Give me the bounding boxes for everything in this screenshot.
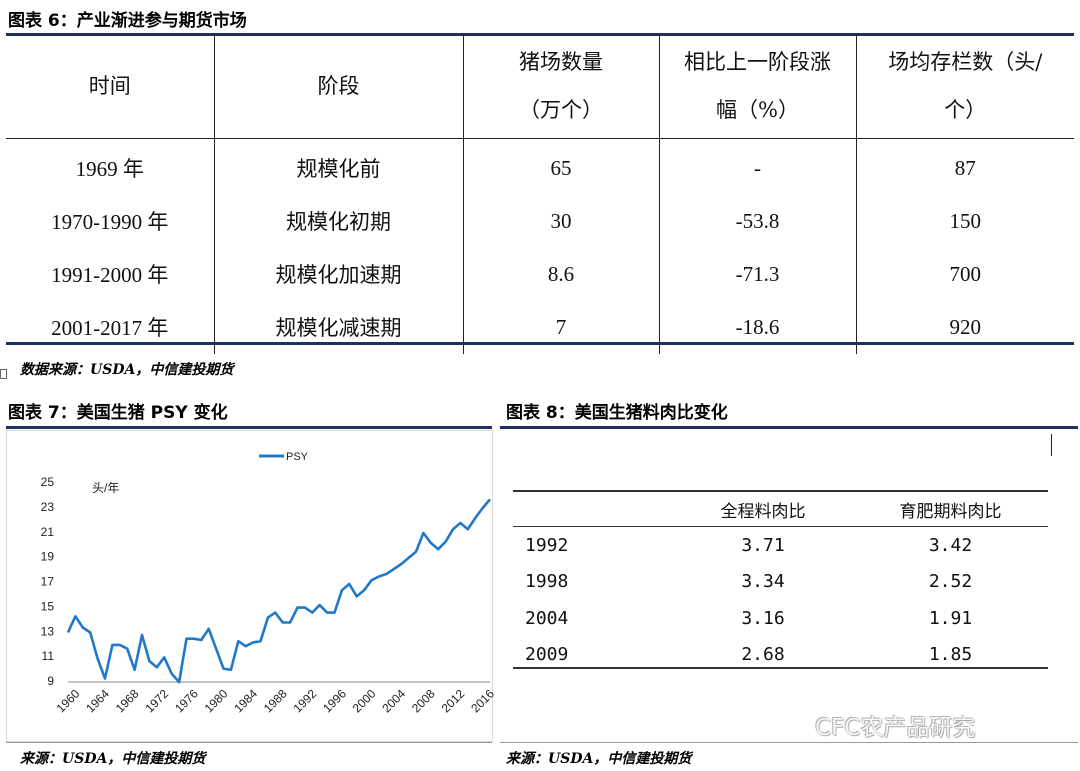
table-row: 1991-2000 年 规模化加速期 8.6 -71.3 700 <box>6 247 1074 301</box>
y-tick-label: 9 <box>47 674 54 688</box>
table-row: 1970-1990 年 规模化初期 30 -53.8 150 <box>6 194 1074 248</box>
psy-chart-svg: 9 11 13 15 17 19 21 23 25 头/年 1960 1964 1968 1972 1976… <box>6 430 497 742</box>
chart7-top-rule <box>6 426 492 429</box>
table-cell: 1992 <box>525 534 569 556</box>
x-tick-label: 2004 <box>379 686 408 715</box>
chart-frame <box>6 430 493 742</box>
y-tick-label: 19 <box>41 550 55 564</box>
chart7-title: 图表 7：美国生猪 PSY 变化 <box>8 403 228 423</box>
table-cell: 3.42 <box>928 534 973 556</box>
table8-header-cell: 全程料肉比 <box>673 492 853 527</box>
table-cell: -71.3 <box>659 247 857 301</box>
table-cell: 87 <box>954 155 976 180</box>
x-tick-label: 2008 <box>409 686 438 715</box>
table6-source: 数据来源：USDA，中信建投期货 <box>20 362 234 378</box>
table-cell: 3.16 <box>741 607 785 629</box>
y-tick-label: 21 <box>41 525 55 539</box>
table-cell: 规模化初期 <box>214 194 464 248</box>
chart7-source: 来源：USDA，中信建投期货 <box>20 751 206 767</box>
table-cell: 3.34 <box>741 571 785 593</box>
x-tick-label: 1960 <box>54 686 83 715</box>
table-cell: 1.91 <box>928 607 973 629</box>
x-tick-label: 1980 <box>202 686 231 715</box>
y-tick-label: 25 <box>41 475 55 489</box>
table6-header-cell: 相比上一阶段涨 幅（%） <box>659 34 857 139</box>
psy-series-line <box>66 498 491 684</box>
table-cell: 1998 <box>525 571 569 593</box>
watermark-text: CFC农产品研究 <box>815 715 976 741</box>
table6-title: 图表 6：产业渐进参与期货市场 <box>8 11 247 31</box>
y-tick-label: 23 <box>41 500 55 514</box>
table-cell: 30 <box>463 194 660 248</box>
table-row: 1998 3.34 2.52 <box>513 564 1048 601</box>
table-cell: 1.85 <box>928 644 973 666</box>
table6-header-cell: 时间 <box>6 34 215 139</box>
table-cell: - <box>659 138 857 195</box>
table-row: 1992 3.71 3.42 <box>513 527 1048 564</box>
table-cell: 150 <box>949 208 982 233</box>
psy-chart: 9 11 13 15 17 19 21 23 25 头/年 1960 1964 1968 1972 1976… <box>6 430 497 742</box>
table-cell: 65 <box>463 138 660 195</box>
x-tick-label: 1968 <box>113 686 142 715</box>
table8-bottom-rule <box>513 667 1048 669</box>
y-axis-label: 头/年 <box>92 481 119 495</box>
x-tick-label: 1996 <box>320 686 349 715</box>
y-tick-label: 17 <box>41 575 55 589</box>
y-tick-label: 13 <box>41 624 55 638</box>
x-tick-label: 1984 <box>231 686 260 715</box>
x-tick-label: 1972 <box>142 686 171 715</box>
table-cell: -18.6 <box>659 300 857 354</box>
table8-top-rule <box>500 426 1078 429</box>
table8-header-cell <box>513 492 673 527</box>
table8-header-row: 全程料肉比 育肥期料肉比 <box>513 492 1048 527</box>
table-cell: -53.8 <box>659 194 857 248</box>
anchor-icon <box>0 369 7 379</box>
table-cell: 2.52 <box>928 571 973 593</box>
table-row: 2009 2.68 1.85 <box>513 637 1048 674</box>
legend-label: PSY <box>286 451 309 463</box>
table-cell: 规模化前 <box>214 138 464 195</box>
x-tick-label: 1988 <box>261 686 290 715</box>
y-tick-label: 15 <box>41 599 55 613</box>
table-cell: 7 <box>463 300 660 354</box>
x-tick-label: 2012 <box>439 686 468 715</box>
table6-header-row: 时间 阶段 猪场数量 （万个） 相比上一阶段涨 幅（%） 场均存栏数（头/个） <box>6 34 1074 139</box>
table-cell: 规模化减速期 <box>214 300 464 354</box>
table6-bottom-rule <box>6 342 1074 345</box>
table-cell: 2009 <box>525 644 569 666</box>
x-tick-label: 2016 <box>468 686 494 715</box>
table-cell: 2.68 <box>741 644 785 666</box>
table-cell: 2001-2017 年 <box>6 300 215 354</box>
y-tick-label: 11 <box>42 649 55 663</box>
x-tick-label: 1976 <box>172 686 201 715</box>
table-row: 2004 3.16 1.91 <box>513 600 1048 637</box>
x-tick-label: 1964 <box>83 686 112 715</box>
table8: 全程料肉比 育肥期料肉比 1992 3.71 3.42 1998 3.34 2.… <box>513 492 1048 673</box>
cursor-bar <box>1051 434 1052 456</box>
table-cell: 920 <box>949 314 982 339</box>
table-cell: 规模化加速期 <box>214 247 464 301</box>
chart7-bottom-rule <box>6 742 492 743</box>
table6: 时间 阶段 猪场数量 （万个） 相比上一阶段涨 幅（%） 场均存栏数（头/个） 19… <box>6 34 1074 354</box>
table-cell: 1969 年 <box>6 138 215 195</box>
x-tick-label: 1992 <box>291 686 320 715</box>
table-cell: 700 <box>949 261 982 286</box>
table8-source: 来源：USDA，中信建投期货 <box>506 751 692 767</box>
table-cell: 3.71 <box>741 534 785 556</box>
table6-header-cell: 猪场数量 （万个） <box>463 34 660 139</box>
table-cell: 1970-1990 年 <box>6 194 215 248</box>
table-cell: 1991-2000 年 <box>6 247 215 301</box>
table6-header-cell: 阶段 <box>214 34 464 139</box>
table8-title: 图表 8：美国生猪料肉比变化 <box>506 403 728 423</box>
table-cell: 8.6 <box>463 247 660 301</box>
table-cell: 2004 <box>525 607 569 629</box>
table8-header-cell: 育肥期料肉比 <box>853 492 1048 527</box>
table-row: 2001-2017 年 规模化减速期 7 -18.6 920 <box>6 300 1074 354</box>
table8-footer-rule <box>500 742 1078 743</box>
table8-header-rule <box>513 490 1048 492</box>
table-row: 1969 年 规模化前 65 - 87 <box>6 138 1074 195</box>
x-tick-label: 2000 <box>350 686 379 715</box>
table6-header-cell: 场均存栏数（头/个） <box>856 34 1074 139</box>
